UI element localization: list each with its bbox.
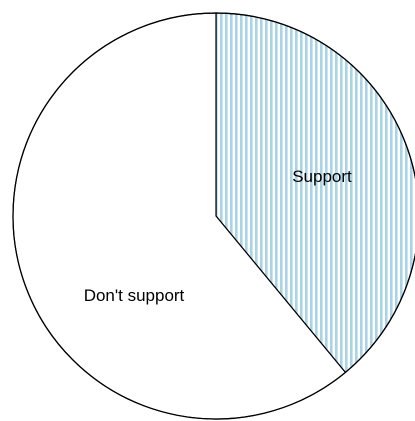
slice-label-support: Support [292, 167, 352, 186]
slice-label-don-t-support: Don't support [84, 286, 185, 305]
labels-layer: Support Don't support [84, 167, 352, 305]
slices-layer [12, 12, 415, 420]
pie-outline [12, 12, 415, 420]
